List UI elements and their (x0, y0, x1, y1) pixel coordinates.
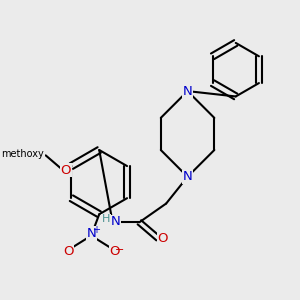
Text: N: N (86, 227, 96, 240)
Text: N: N (110, 215, 120, 228)
Text: methyl: methyl (8, 150, 44, 160)
Text: +: + (92, 225, 100, 235)
Text: H: H (102, 214, 110, 224)
Text: methoxy: methoxy (1, 149, 43, 159)
Text: −: − (115, 245, 124, 255)
Text: O: O (158, 232, 168, 245)
Text: O: O (63, 245, 74, 258)
Text: O: O (110, 245, 120, 258)
Text: N: N (183, 85, 192, 98)
Text: O: O (61, 164, 71, 177)
Text: N: N (183, 170, 192, 183)
